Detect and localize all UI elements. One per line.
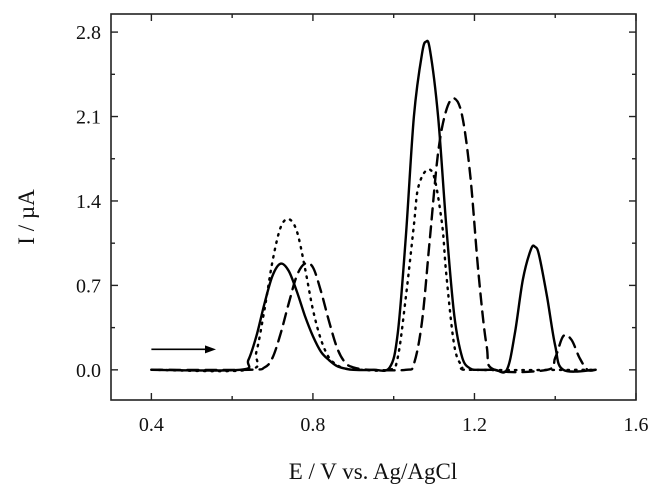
y-tick-label: 0.7 <box>76 275 101 297</box>
tick-layer: 0.4 0.8 1.2 1.6 0.0 0.7 1.4 2.1 2.8 <box>76 14 649 436</box>
series-line-solid <box>150 39 597 374</box>
x-tick-label: 0.4 <box>139 414 164 436</box>
series-layer <box>150 39 597 374</box>
y-axis-label: I / µA <box>14 189 39 245</box>
y-tick-label: 2.8 <box>76 22 101 44</box>
x-tick-label: 1.6 <box>624 414 649 436</box>
scan-direction-arrow <box>151 345 216 354</box>
x-tick-label: 0.8 <box>300 414 325 436</box>
x-axis-label: E / V vs. Ag/AgCl <box>289 459 458 484</box>
series-line-dotted <box>150 168 597 373</box>
plot-frame <box>110 13 637 401</box>
y-tick-label: 1.4 <box>76 191 101 213</box>
x-tick-label: 1.2 <box>462 414 487 436</box>
y-tick-label: 2.1 <box>76 107 101 129</box>
annotation-layer <box>151 345 216 354</box>
y-tick-label: 0.0 <box>76 360 101 382</box>
series-line-dashed <box>150 97 597 374</box>
